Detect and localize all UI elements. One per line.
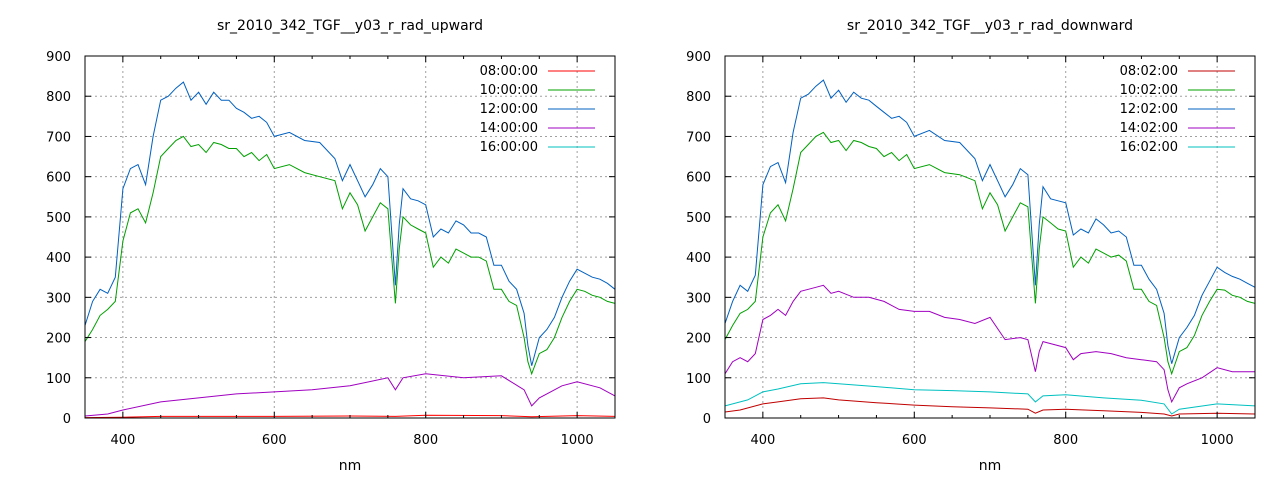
legend-label: 14:00:00 — [480, 121, 538, 136]
y-tick-label: 700 — [686, 130, 711, 145]
legend-label: 16:00:00 — [480, 140, 538, 155]
series-line-14-02-00 — [725, 284, 1255, 404]
legend-label: 10:02:00 — [1120, 83, 1178, 98]
legend-label: 12:00:00 — [480, 102, 538, 117]
legend-label: 16:02:00 — [1120, 140, 1178, 155]
y-tick-label: 400 — [46, 251, 71, 266]
x-tick-label: 600 — [902, 433, 927, 448]
chart-title: sr_2010_342_TGF__y03_r_rad_downward — [847, 18, 1133, 34]
y-tick-label: 0 — [63, 412, 71, 427]
x-tick-label: 400 — [110, 433, 135, 448]
x-axis-label: nm — [339, 458, 362, 474]
y-tick-label: 800 — [46, 90, 71, 105]
legend-label: 12:02:00 — [1120, 102, 1178, 117]
chart-upward: sr_2010_342_TGF__y03_r_rad_upward 0 100 200… — [46, 18, 616, 474]
y-tick-label: 500 — [46, 211, 71, 226]
y-tick-label: 600 — [46, 171, 71, 186]
series-line-10-02-00 — [725, 131, 1255, 376]
x-tick-label: 1000 — [561, 433, 594, 448]
y-tick-label: 300 — [46, 291, 71, 306]
y-tick-label: 900 — [686, 50, 711, 65]
series-line-16-02-00 — [725, 382, 1255, 415]
legend-label: 08:02:00 — [1120, 64, 1178, 79]
y-tick-label: 700 — [46, 130, 71, 145]
x-tick-label: 1000 — [1201, 433, 1234, 448]
legend-label: 08:00:00 — [480, 64, 538, 79]
y-tick-label: 900 — [46, 50, 71, 65]
x-tick-label: 800 — [1053, 433, 1078, 448]
y-tick-label: 100 — [686, 372, 711, 387]
series-line-10-00-00 — [85, 135, 615, 376]
y-tick-label: 800 — [686, 90, 711, 105]
chart-downward: sr_2010_342_TGF__y03_r_rad_downward 0 100 2… — [686, 18, 1256, 474]
legend-label: 14:02:00 — [1120, 121, 1178, 136]
y-tick-label: 0 — [703, 412, 711, 427]
chart-title: sr_2010_342_TGF__y03_r_rad_upward — [217, 18, 483, 34]
y-tick-label: 200 — [46, 332, 71, 347]
y-tick-label: 400 — [686, 251, 711, 266]
y-tick-label: 100 — [46, 372, 71, 387]
series-line-08-02-00 — [725, 397, 1255, 417]
series-line-14-00-00 — [85, 373, 615, 417]
y-tick-label: 200 — [686, 332, 711, 347]
y-tick-label: 600 — [686, 171, 711, 186]
x-axis-label: nm — [979, 458, 1002, 474]
legend-label: 10:00:00 — [480, 83, 538, 98]
x-tick-label: 400 — [750, 433, 775, 448]
x-tick-label: 800 — [413, 433, 438, 448]
series-line-12-00-00 — [85, 81, 615, 366]
y-tick-label: 500 — [686, 211, 711, 226]
y-tick-label: 300 — [686, 291, 711, 306]
x-tick-label: 600 — [262, 433, 287, 448]
series-line-12-02-00 — [725, 79, 1255, 364]
